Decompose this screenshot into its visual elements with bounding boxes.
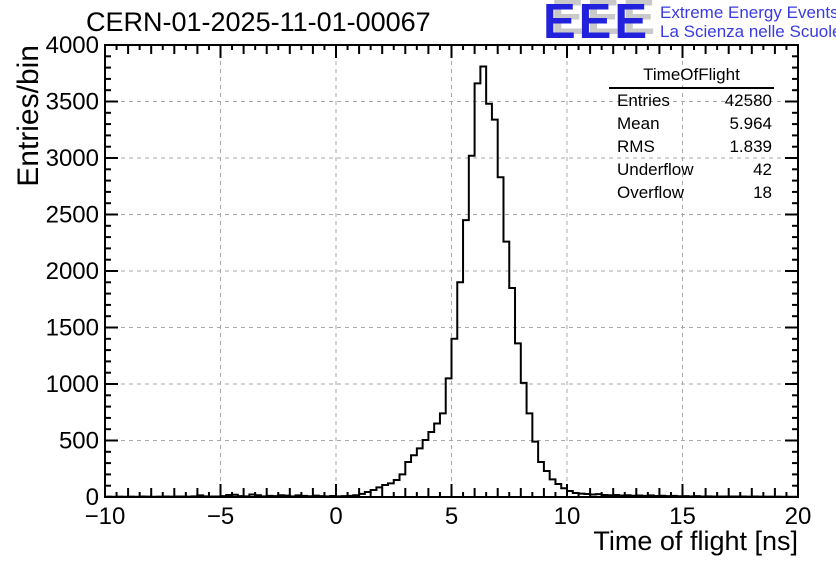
stats-row-value: 18 — [753, 183, 772, 202]
eee-logo-line2: La Scienza nelle Scuole — [660, 22, 836, 41]
y-tick-label: 500 — [59, 428, 99, 455]
stats-row: Underflow 42 — [609, 158, 774, 181]
stats-row-label: Underflow — [617, 160, 694, 179]
stats-row: Mean 5.964 — [609, 112, 774, 135]
x-tick-label: −10 — [85, 503, 126, 530]
page-title: CERN-01-2025-11-01-00067 — [86, 7, 431, 37]
stats-row-label: Overflow — [617, 183, 685, 202]
stats-box-title: TimeOfFlight — [609, 63, 774, 89]
stats-row-value: 5.964 — [729, 114, 772, 133]
x-tick-label: 10 — [554, 503, 581, 530]
x-tick-label: 15 — [669, 503, 696, 530]
axis-ticks — [104, 44, 799, 498]
y-tick-label: 1500 — [46, 315, 99, 342]
y-tick-label: 3000 — [46, 145, 99, 172]
stats-row-value: 42 — [753, 160, 772, 179]
x-axis-title: Time of flight [ns] — [593, 526, 798, 556]
eee-logo-line1: Extreme Energy Events — [660, 3, 836, 22]
x-tick-label: 0 — [329, 503, 342, 530]
stats-box-rows: Entries 42580 Mean 5.964 RMS 1.839 Underflow 42… — [609, 89, 774, 204]
x-tick-labels: −10 −5 0 5 10 15 20 — [85, 503, 812, 530]
stats-row-label: RMS — [617, 137, 655, 156]
y-tick-labels: 0 500 1000 1500 2000 2500 3000 3500 4000 — [46, 32, 99, 511]
y-axis-title: Entries/bin — [12, 45, 45, 187]
x-tick-label: −5 — [207, 503, 234, 530]
stats-row-value: 1.839 — [729, 137, 772, 156]
x-tick-label: 20 — [785, 503, 812, 530]
y-tick-label: 0 — [86, 484, 99, 511]
stats-box: TimeOfFlight Entries 42580 Mean 5.964 RMS 1.8… — [609, 63, 774, 204]
eee-logo-acronym: EEE — [543, 0, 651, 49]
stats-row: Entries 42580 — [609, 89, 774, 112]
y-tick-label: 1000 — [46, 371, 99, 398]
stats-row-value: 42580 — [724, 91, 772, 110]
y-tick-label: 3500 — [46, 89, 99, 116]
x-tick-label: 5 — [445, 503, 458, 530]
stats-row: Overflow 18 — [609, 181, 774, 204]
y-tick-label: 2500 — [46, 202, 99, 229]
y-tick-label: 4000 — [46, 32, 99, 59]
stats-row: RMS 1.839 — [609, 135, 774, 158]
eee-logo-text: Extreme Energy Events La Scienza nelle S… — [660, 3, 836, 41]
stats-row-label: Entries — [617, 91, 670, 110]
y-tick-label: 2000 — [46, 258, 99, 285]
stats-row-label: Mean — [617, 114, 660, 133]
